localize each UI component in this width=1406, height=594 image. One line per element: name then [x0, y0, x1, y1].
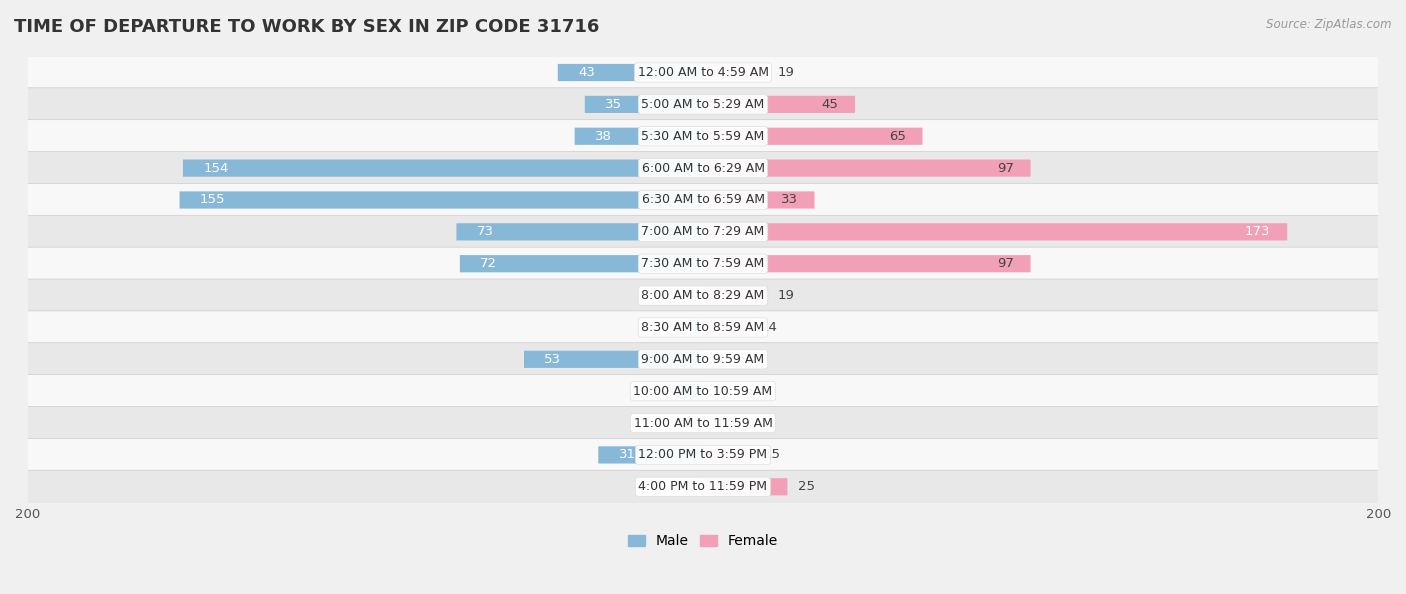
FancyBboxPatch shape [28, 56, 1378, 89]
Text: Source: ZipAtlas.com: Source: ZipAtlas.com [1267, 18, 1392, 31]
FancyBboxPatch shape [575, 128, 703, 145]
FancyBboxPatch shape [703, 128, 922, 145]
FancyBboxPatch shape [703, 64, 768, 81]
Text: TIME OF DEPARTURE TO WORK BY SEX IN ZIP CODE 31716: TIME OF DEPARTURE TO WORK BY SEX IN ZIP … [14, 18, 599, 36]
FancyBboxPatch shape [703, 96, 855, 113]
Text: 38: 38 [595, 129, 612, 143]
Text: 31: 31 [619, 448, 636, 462]
FancyBboxPatch shape [599, 446, 703, 463]
Text: 0: 0 [685, 481, 693, 493]
Text: 35: 35 [605, 98, 621, 111]
FancyBboxPatch shape [703, 255, 1031, 272]
FancyBboxPatch shape [558, 64, 703, 81]
FancyBboxPatch shape [183, 160, 703, 177]
Text: 10:00 AM to 10:59 AM: 10:00 AM to 10:59 AM [634, 385, 772, 398]
Text: 6:30 AM to 6:59 AM: 6:30 AM to 6:59 AM [641, 194, 765, 207]
FancyBboxPatch shape [180, 191, 703, 208]
FancyBboxPatch shape [524, 350, 703, 368]
FancyBboxPatch shape [703, 319, 751, 336]
Text: 12:00 AM to 4:59 AM: 12:00 AM to 4:59 AM [637, 66, 769, 79]
Text: 7:30 AM to 7:59 AM: 7:30 AM to 7:59 AM [641, 257, 765, 270]
Text: 0: 0 [713, 385, 721, 398]
FancyBboxPatch shape [28, 119, 1378, 153]
Text: 0: 0 [685, 416, 693, 429]
Text: 5:00 AM to 5:29 AM: 5:00 AM to 5:29 AM [641, 98, 765, 111]
Text: 8:00 AM to 8:29 AM: 8:00 AM to 8:29 AM [641, 289, 765, 302]
FancyBboxPatch shape [703, 446, 754, 463]
Legend: Male, Female: Male, Female [623, 529, 783, 554]
Text: 155: 155 [200, 194, 225, 207]
FancyBboxPatch shape [28, 247, 1378, 280]
Text: 0: 0 [685, 289, 693, 302]
FancyBboxPatch shape [703, 191, 814, 208]
Text: 7: 7 [661, 385, 669, 398]
Text: 97: 97 [997, 162, 1014, 175]
Text: 19: 19 [778, 66, 794, 79]
Text: 33: 33 [780, 194, 797, 207]
Text: 3: 3 [675, 321, 683, 334]
FancyBboxPatch shape [28, 311, 1378, 344]
FancyBboxPatch shape [457, 223, 703, 241]
Text: 8:30 AM to 8:59 AM: 8:30 AM to 8:59 AM [641, 321, 765, 334]
FancyBboxPatch shape [679, 383, 703, 400]
FancyBboxPatch shape [28, 215, 1378, 248]
Text: 19: 19 [778, 289, 794, 302]
Text: 45: 45 [821, 98, 838, 111]
Text: 0: 0 [713, 416, 721, 429]
FancyBboxPatch shape [460, 255, 703, 272]
FancyBboxPatch shape [28, 406, 1378, 440]
FancyBboxPatch shape [28, 151, 1378, 185]
Text: 9:00 AM to 9:59 AM: 9:00 AM to 9:59 AM [641, 353, 765, 366]
Text: 5:30 AM to 5:59 AM: 5:30 AM to 5:59 AM [641, 129, 765, 143]
Text: 7:00 AM to 7:29 AM: 7:00 AM to 7:29 AM [641, 225, 765, 238]
FancyBboxPatch shape [703, 478, 787, 495]
Text: 154: 154 [204, 162, 229, 175]
FancyBboxPatch shape [28, 184, 1378, 217]
Text: 12:00 PM to 3:59 PM: 12:00 PM to 3:59 PM [638, 448, 768, 462]
Text: 73: 73 [477, 225, 494, 238]
FancyBboxPatch shape [28, 343, 1378, 376]
Text: 4:00 PM to 11:59 PM: 4:00 PM to 11:59 PM [638, 481, 768, 493]
Text: 97: 97 [997, 257, 1014, 270]
Text: 65: 65 [889, 129, 905, 143]
FancyBboxPatch shape [28, 375, 1378, 407]
FancyBboxPatch shape [28, 438, 1378, 472]
Text: 43: 43 [578, 66, 595, 79]
Text: 72: 72 [479, 257, 498, 270]
Text: 25: 25 [797, 481, 814, 493]
Text: 53: 53 [544, 353, 561, 366]
FancyBboxPatch shape [703, 223, 1288, 241]
Text: 15: 15 [763, 448, 780, 462]
FancyBboxPatch shape [585, 96, 703, 113]
Text: 0: 0 [713, 353, 721, 366]
FancyBboxPatch shape [28, 279, 1378, 312]
Text: 6:00 AM to 6:29 AM: 6:00 AM to 6:29 AM [641, 162, 765, 175]
FancyBboxPatch shape [28, 470, 1378, 503]
Text: 14: 14 [761, 321, 778, 334]
FancyBboxPatch shape [693, 319, 703, 336]
FancyBboxPatch shape [703, 287, 768, 304]
FancyBboxPatch shape [703, 160, 1031, 177]
FancyBboxPatch shape [28, 88, 1378, 121]
Text: 173: 173 [1244, 225, 1270, 238]
Text: 11:00 AM to 11:59 AM: 11:00 AM to 11:59 AM [634, 416, 772, 429]
